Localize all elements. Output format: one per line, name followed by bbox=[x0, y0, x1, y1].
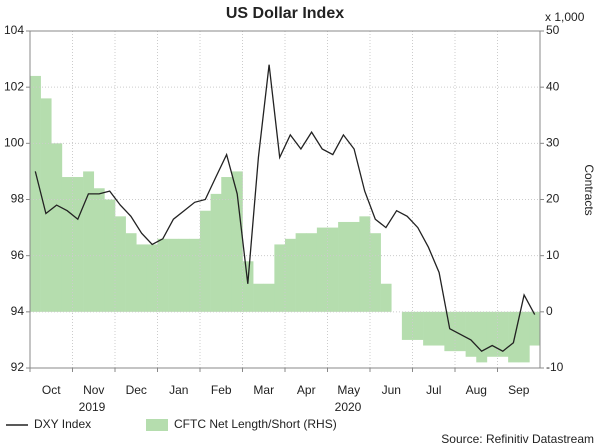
area-step bbox=[433, 311, 445, 346]
area-step bbox=[359, 216, 371, 312]
y2-tick-label: 30 bbox=[546, 136, 560, 150]
area-step bbox=[30, 75, 41, 312]
x-tick-label: Mar bbox=[253, 383, 274, 397]
area-step bbox=[178, 238, 190, 312]
area-step bbox=[465, 311, 477, 357]
y2-tick-label: 50 bbox=[546, 23, 560, 37]
area-step bbox=[295, 233, 307, 312]
area-step bbox=[508, 311, 520, 363]
legend-label: DXY Index bbox=[34, 417, 91, 431]
area-step bbox=[455, 311, 466, 352]
y2-tick-label: 10 bbox=[546, 248, 560, 262]
x-tick-label: Dec bbox=[126, 383, 147, 397]
area-step bbox=[51, 143, 63, 312]
area-step bbox=[146, 244, 158, 312]
x-tick-label: Aug bbox=[466, 383, 487, 397]
area-step bbox=[327, 227, 339, 312]
dxy-line bbox=[34, 64, 536, 353]
area-step bbox=[423, 311, 435, 346]
y2-tick-label: 20 bbox=[546, 192, 560, 206]
area-step bbox=[444, 311, 456, 352]
area-step bbox=[40, 98, 52, 312]
y-tick-label: 96 bbox=[11, 248, 25, 262]
area-step bbox=[168, 238, 180, 312]
area-step bbox=[61, 177, 73, 312]
area-step bbox=[210, 193, 222, 312]
area-step bbox=[348, 221, 360, 312]
legend-swatch bbox=[146, 419, 168, 431]
year-label: 2019 bbox=[79, 400, 106, 414]
x-tick-label: Nov bbox=[83, 383, 104, 397]
area-step bbox=[370, 233, 381, 312]
y-tick-label: 92 bbox=[11, 360, 25, 374]
area-step bbox=[221, 177, 233, 312]
legend-label: CFTC Net Length/Short (RHS) bbox=[174, 417, 337, 431]
area-step bbox=[316, 227, 328, 312]
area-step bbox=[380, 283, 392, 312]
chart-title: US Dollar Index bbox=[226, 5, 344, 22]
y-tick-label: 94 bbox=[11, 304, 25, 318]
y2-tick-label: 0 bbox=[546, 304, 553, 318]
area-step bbox=[338, 221, 350, 312]
area-step bbox=[306, 233, 318, 312]
x-tick-label: Jan bbox=[169, 383, 188, 397]
area-step bbox=[518, 311, 530, 363]
area-step bbox=[476, 311, 488, 363]
area-step bbox=[115, 216, 126, 312]
x-tick-label: Apr bbox=[297, 383, 316, 397]
area-step bbox=[401, 311, 413, 340]
area-step bbox=[274, 244, 286, 312]
area-step bbox=[200, 210, 211, 312]
y2-tick-label: 40 bbox=[546, 79, 560, 93]
area-step bbox=[253, 283, 265, 312]
area-step bbox=[104, 199, 116, 312]
area-step bbox=[497, 311, 509, 357]
area-step bbox=[285, 238, 296, 312]
x-tick-label: Oct bbox=[42, 383, 61, 397]
y2-unit: x 1,000 bbox=[545, 10, 585, 24]
x-tick-label: Sep bbox=[508, 383, 530, 397]
y-tick-label: 104 bbox=[4, 23, 24, 37]
x-tick-label: May bbox=[337, 383, 360, 397]
area-step bbox=[412, 311, 424, 340]
area-step bbox=[189, 238, 201, 312]
y2-tick-label: -10 bbox=[546, 360, 564, 374]
x-tick-label: Feb bbox=[211, 383, 232, 397]
area-step bbox=[529, 311, 541, 346]
area-step bbox=[125, 233, 137, 312]
y-tick-label: 100 bbox=[4, 136, 24, 150]
x-tick-label: Jun bbox=[382, 383, 401, 397]
area-step bbox=[72, 177, 84, 312]
area-step bbox=[83, 171, 95, 312]
area-step bbox=[157, 238, 169, 312]
area-step bbox=[263, 283, 275, 312]
y2-axis-label: Contracts bbox=[582, 164, 596, 215]
area-step bbox=[486, 311, 498, 357]
area-step bbox=[93, 188, 105, 312]
x-tick-label: Jul bbox=[426, 383, 441, 397]
area-step bbox=[231, 171, 243, 312]
plot-layer bbox=[30, 30, 541, 369]
year-label: 2020 bbox=[335, 400, 362, 414]
area-step bbox=[136, 244, 148, 312]
source: Source: Refinitiv Datastream bbox=[441, 432, 594, 446]
y-tick-label: 102 bbox=[4, 79, 24, 93]
area-step bbox=[242, 261, 254, 312]
y-tick-label: 98 bbox=[11, 192, 25, 206]
